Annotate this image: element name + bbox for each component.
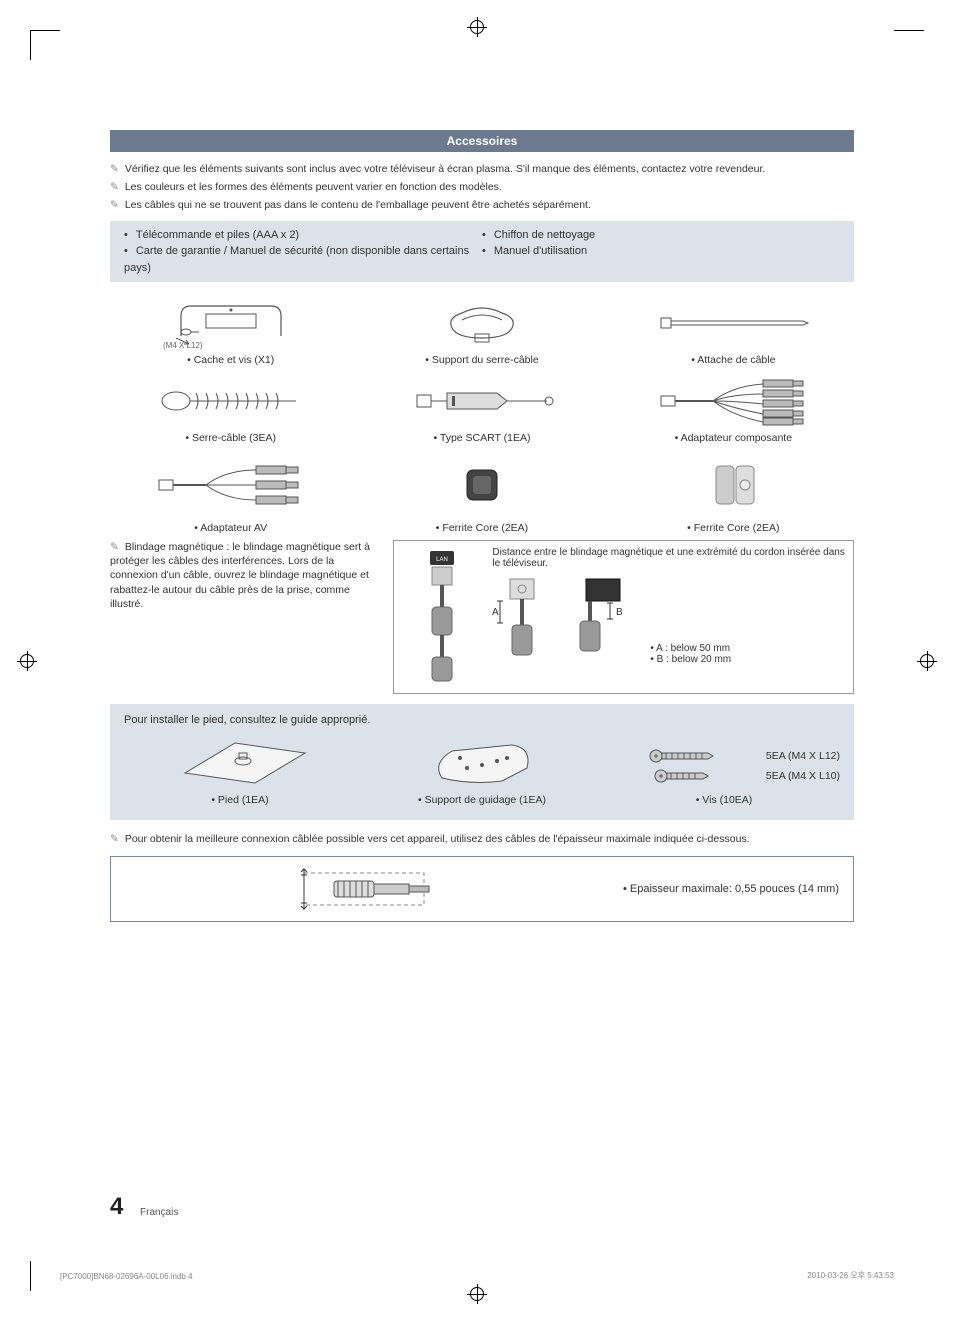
section-header: Accessoires bbox=[110, 130, 854, 152]
included-right-0: Chiffon de nettoyage bbox=[482, 227, 840, 244]
av-adapter-icon bbox=[110, 450, 351, 520]
cap-r3c3: Ferrite Core (2EA) bbox=[613, 522, 854, 534]
stand-box: Pour installer le pied, consultez le gui… bbox=[110, 704, 854, 820]
cable-note: Pour obtenir la meilleure connexion câbl… bbox=[110, 832, 854, 846]
cap-r2c2: Type SCART (1EA) bbox=[361, 432, 602, 444]
included-left-1: Carte de garantie / Manuel de sécurité (… bbox=[124, 243, 482, 276]
stand-c1: Pied (1EA) bbox=[124, 794, 356, 806]
included-right-1: Manuel d'utilisation bbox=[482, 243, 840, 260]
svg-text:(M4 X L12): (M4 X L12) bbox=[163, 341, 203, 350]
cap-r1c1: Cache et vis (X1) bbox=[110, 354, 351, 366]
ferrite-core-2-icon bbox=[613, 450, 854, 520]
note-1: Vérifiez que les éléments suivants sont … bbox=[110, 162, 854, 176]
note-3: Les câbles qui ne se trouvent pas dans l… bbox=[110, 198, 854, 212]
included-items-box: Télécommande et piles (AAA x 2) Carte de… bbox=[110, 221, 854, 283]
ferrite-b: B : below 20 mm bbox=[650, 654, 845, 665]
guide-stand-icon bbox=[366, 734, 598, 792]
cable-tie-icon bbox=[613, 294, 854, 352]
stand-title: Pour installer le pied, consultez le gui… bbox=[124, 714, 840, 726]
cable-box: • Epaisseur maximale: 0,55 pouces (14 mm… bbox=[110, 856, 854, 922]
stand-base-icon bbox=[124, 734, 356, 792]
stand-c3: Vis (10EA) bbox=[608, 794, 840, 806]
stand-s2: 5EA (M4 X L10) bbox=[766, 770, 840, 782]
ferrite-note: Blindage magnétique : le blindage magnét… bbox=[110, 540, 383, 694]
note-2: Les couleurs et les formes des éléments … bbox=[110, 180, 854, 194]
svg-text:A: A bbox=[492, 607, 499, 618]
scart-icon bbox=[361, 372, 602, 430]
included-left-0: Télécommande et piles (AAA x 2) bbox=[124, 227, 482, 244]
cap-r2c3: Adaptateur composante bbox=[613, 432, 854, 444]
cover-screw-icon: (M4 X L12) bbox=[110, 294, 351, 352]
cable-holder-icon bbox=[361, 294, 602, 352]
cable-spec: Epaisseur maximale: 0,55 pouces (14 mm) bbox=[630, 883, 839, 895]
ferrite-diagram: LAN Distance entre le blindage magnétiqu… bbox=[393, 540, 854, 694]
stand-s1: 5EA (M4 X L12) bbox=[766, 750, 840, 762]
cap-r1c3: Attache de câble bbox=[613, 354, 854, 366]
cable-clamp-icon bbox=[110, 372, 351, 430]
ferrite-a: A : below 50 mm bbox=[650, 643, 845, 654]
cap-r1c2: Support du serre-câble bbox=[361, 354, 602, 366]
footer-right: 2010-03-26 오후 5:43:53 bbox=[807, 1270, 894, 1281]
component-adapter-icon bbox=[613, 372, 854, 430]
ferrite-diag-title: Distance entre le blindage magnétique et… bbox=[492, 547, 845, 569]
footer-left: [PC7000]BN68-02696A-00L06.indb 4 bbox=[60, 1272, 193, 1281]
cap-r2c1: Serre-câble (3EA) bbox=[110, 432, 351, 444]
page-language: Français bbox=[140, 1207, 178, 1218]
screw-short-icon bbox=[653, 768, 713, 784]
stand-c2: Support de guidage (1EA) bbox=[366, 794, 598, 806]
page-number: 4 bbox=[110, 1193, 123, 1221]
cap-r3c2: Ferrite Core (2EA) bbox=[361, 522, 602, 534]
ferrite-core-1-icon bbox=[361, 450, 602, 520]
screw-long-icon bbox=[648, 748, 718, 764]
svg-text:B: B bbox=[616, 607, 623, 618]
cable-thickness-icon bbox=[274, 867, 454, 911]
cap-r3c1: Adaptateur AV bbox=[110, 522, 351, 534]
svg-text:LAN: LAN bbox=[437, 557, 449, 563]
